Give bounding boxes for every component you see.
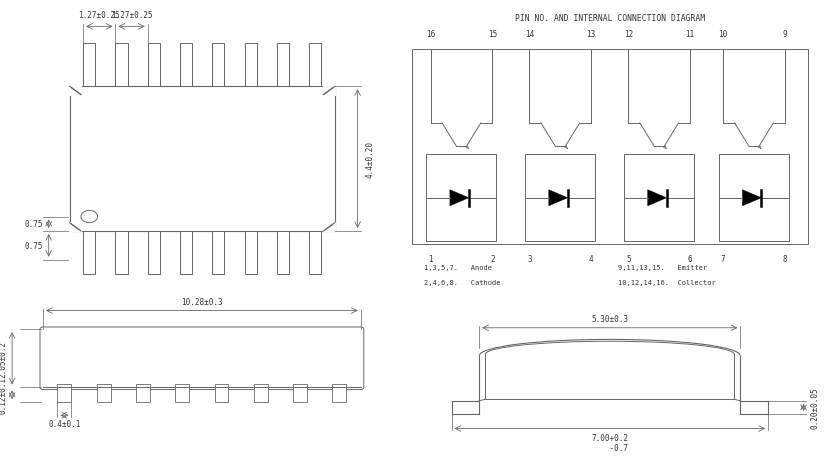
Bar xyxy=(293,384,307,402)
Bar xyxy=(309,232,321,275)
Text: 0.12±0.1: 0.12±0.1 xyxy=(0,376,7,413)
Bar xyxy=(213,44,224,87)
Polygon shape xyxy=(648,190,667,206)
Text: 14: 14 xyxy=(525,31,534,39)
Bar xyxy=(180,232,192,275)
Bar xyxy=(625,155,694,242)
Bar xyxy=(245,44,257,87)
Bar xyxy=(412,50,808,244)
Text: 0.75: 0.75 xyxy=(25,220,43,229)
Text: 4.4±0.20: 4.4±0.20 xyxy=(365,141,374,178)
Bar xyxy=(254,384,268,402)
Text: 7.00+0.2
    -0.7: 7.00+0.2 -0.7 xyxy=(592,432,628,452)
Text: 1.27±0.25: 1.27±0.25 xyxy=(78,12,120,20)
Bar xyxy=(525,155,595,242)
Text: 10: 10 xyxy=(719,31,728,39)
Bar xyxy=(136,384,150,402)
Polygon shape xyxy=(742,190,761,206)
Bar xyxy=(213,232,224,275)
Text: 15: 15 xyxy=(488,31,497,39)
Text: 5: 5 xyxy=(626,255,630,263)
Text: 10.28±0.3: 10.28±0.3 xyxy=(181,297,222,306)
Bar xyxy=(214,384,228,402)
Text: 10,12,14,16.  Collector: 10,12,14,16. Collector xyxy=(618,279,716,285)
Text: 0.75: 0.75 xyxy=(25,241,43,250)
Bar xyxy=(147,44,160,87)
Text: 16: 16 xyxy=(426,31,435,39)
Bar xyxy=(277,232,289,275)
Text: PIN NO. AND INTERNAL CONNECTION DIAGRAM: PIN NO. AND INTERNAL CONNECTION DIAGRAM xyxy=(515,13,705,23)
Text: 3: 3 xyxy=(527,255,531,263)
Bar xyxy=(83,44,96,87)
Bar xyxy=(332,384,346,402)
Text: 5.30±0.3: 5.30±0.3 xyxy=(592,314,628,323)
Text: 1.27±0.25: 1.27±0.25 xyxy=(110,12,152,20)
Text: 7: 7 xyxy=(721,255,725,263)
Text: 9,11,13,15.   Emitter: 9,11,13,15. Emitter xyxy=(618,265,707,271)
Bar xyxy=(176,384,190,402)
Bar xyxy=(719,155,789,242)
Bar xyxy=(96,384,110,402)
Text: 6: 6 xyxy=(688,255,692,263)
Text: 12: 12 xyxy=(624,31,633,39)
Text: 13: 13 xyxy=(587,31,596,39)
Bar xyxy=(115,232,128,275)
Bar xyxy=(309,44,321,87)
Bar xyxy=(83,232,96,275)
Bar xyxy=(115,44,128,87)
Text: 11: 11 xyxy=(686,31,695,39)
Text: 4: 4 xyxy=(589,255,593,263)
Bar xyxy=(277,44,289,87)
Bar xyxy=(245,232,257,275)
Text: 2,4,6,8.   Cathode: 2,4,6,8. Cathode xyxy=(424,279,501,285)
Text: 2.05±0.2: 2.05±0.2 xyxy=(0,340,7,377)
Bar xyxy=(180,44,192,87)
Polygon shape xyxy=(450,190,469,206)
Bar xyxy=(58,384,72,402)
Text: 1,3,5,7.   Anode: 1,3,5,7. Anode xyxy=(424,265,493,271)
Text: 9: 9 xyxy=(783,31,787,39)
Bar xyxy=(69,87,335,232)
Text: 8: 8 xyxy=(783,255,787,263)
Polygon shape xyxy=(549,190,568,206)
Bar xyxy=(427,155,496,242)
Bar xyxy=(147,232,160,275)
Text: 2: 2 xyxy=(490,255,494,263)
FancyBboxPatch shape xyxy=(40,327,363,390)
Text: 0.20±0.05: 0.20±0.05 xyxy=(811,387,820,428)
Text: 0.4±0.1: 0.4±0.1 xyxy=(49,419,81,428)
Text: 1: 1 xyxy=(428,255,433,263)
